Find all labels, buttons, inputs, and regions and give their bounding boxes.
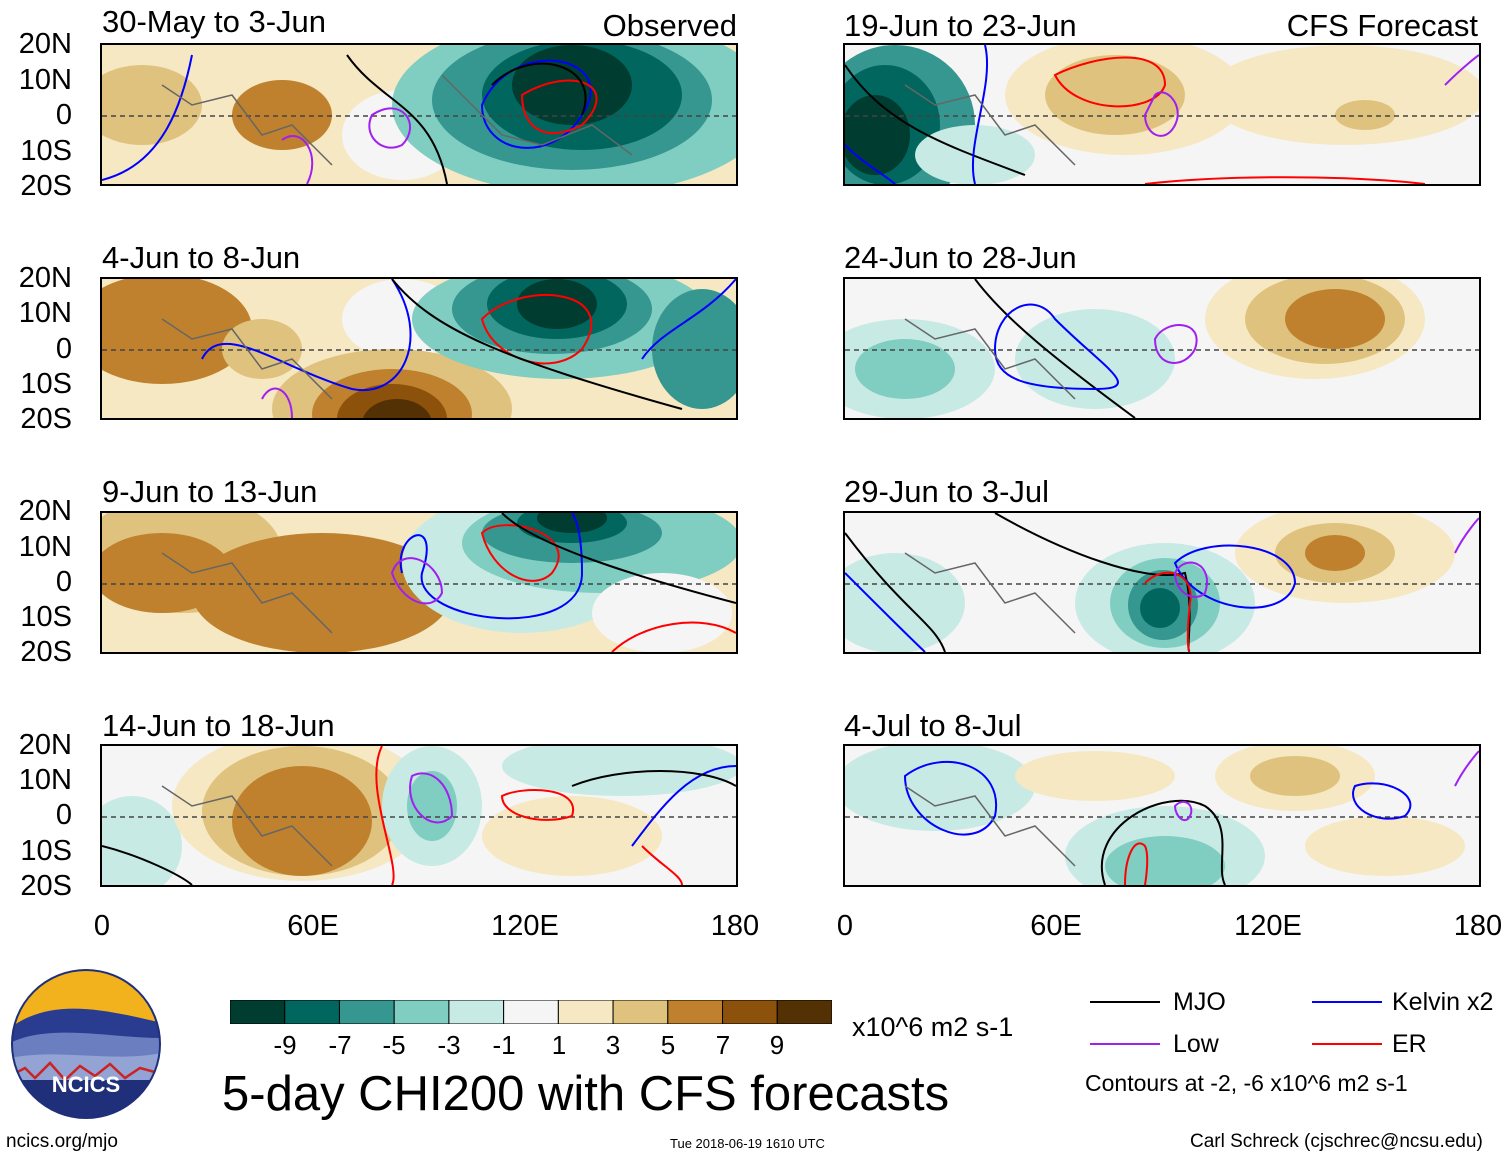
y-tick: 10S [20, 835, 72, 867]
y-tick: 20S [20, 170, 72, 202]
y-tick: 10N [18, 297, 72, 329]
map-panel-8 [843, 744, 1481, 887]
colorbar-swatch [393, 999, 450, 1025]
observed-label: Observed [602, 8, 737, 43]
colorbar [229, 999, 833, 1025]
footer-timestamp: Tue 2018-06-19 1610 UTC [670, 1136, 825, 1151]
y-tick: 10S [20, 135, 72, 167]
y-tick: 10N [18, 64, 72, 96]
main-title: 5-day CHI200 with CFS forecasts [222, 1067, 950, 1121]
y-tick: 20N [18, 729, 72, 761]
logo-text: NCICS [52, 1072, 120, 1097]
legend-label-low: Low [1173, 1030, 1219, 1058]
colorbar-swatch [776, 999, 833, 1025]
legend-label-kelvin: Kelvin x2 [1392, 988, 1494, 1016]
colorbar-label: 7 [715, 1030, 731, 1060]
colorbar-swatch [612, 999, 669, 1025]
x-tick: 60E [1030, 910, 1082, 942]
y-tick: 10N [18, 531, 72, 563]
colorbar-label: 9 [769, 1030, 785, 1060]
panel-title-5: 19-Jun to 23-Jun [844, 8, 1077, 43]
x-tick: 0 [93, 910, 111, 942]
colorbar-label: -3 [437, 1030, 461, 1060]
y-tick: 0 [55, 566, 72, 598]
x-tick: 120E [1234, 910, 1302, 942]
y-tick: 20N [18, 28, 72, 60]
x-tick: 120E [491, 910, 559, 942]
y-tick: 20S [20, 636, 72, 668]
panel-title-4: 14-Jun to 18-Jun [102, 708, 335, 743]
panel-title-7: 29-Jun to 3-Jul [844, 474, 1050, 509]
y-tick: 10S [20, 601, 72, 633]
colorbar-swatch [229, 999, 286, 1025]
y-tick: 20S [20, 403, 72, 435]
colorbar-swatch [284, 999, 340, 1025]
colorbar-swatch [557, 999, 614, 1025]
legend-line-mjo [1090, 1001, 1160, 1003]
colorbar-label: -9 [273, 1030, 297, 1060]
y-tick: 10S [20, 368, 72, 400]
legend-line-low [1090, 1043, 1160, 1045]
map-panel-5 [843, 43, 1481, 186]
units-label: x10^6 m2 s-1 [852, 1012, 1014, 1042]
y-tick: 20N [18, 262, 72, 294]
colorbar-swatch [722, 999, 778, 1025]
footer-url: ncics.org/mjo [6, 1131, 118, 1152]
x-tick: 0 [836, 910, 854, 942]
colorbar-label: 1 [551, 1030, 567, 1060]
y-tick: 0 [55, 799, 72, 831]
y-tick: 10N [18, 764, 72, 796]
colorbar-swatch [338, 999, 395, 1025]
colorbar-label: -1 [492, 1030, 516, 1060]
forecast-label: CFS Forecast [1286, 8, 1478, 43]
x-tick: 60E [287, 910, 339, 942]
y-tick: 20S [20, 870, 72, 902]
y-tick: 0 [55, 99, 72, 131]
colorbar-swatch [448, 999, 505, 1025]
map-panel-4 [100, 744, 738, 887]
map-panel-7 [843, 511, 1481, 654]
legend-label-mjo: MJO [1173, 988, 1226, 1016]
colorbar-label: 5 [660, 1030, 676, 1060]
y-tick: 20N [18, 495, 72, 527]
map-panel-6 [843, 277, 1481, 420]
x-tick: 180 [710, 910, 760, 942]
panel-title-6: 24-Jun to 28-Jun [844, 240, 1077, 275]
contour-note: Contours at -2, -6 x10^6 m2 s-1 [1085, 1070, 1408, 1096]
panel-title-3: 9-Jun to 13-Jun [102, 474, 318, 509]
panel-title-1: 30-May to 3-Jun [102, 4, 326, 39]
colorbar-label: -7 [328, 1030, 352, 1060]
x-tick: 180 [1453, 910, 1503, 942]
map-panel-3 [100, 511, 738, 654]
panel-title-2: 4-Jun to 8-Jun [102, 240, 301, 275]
colorbar-swatch [503, 999, 559, 1025]
panel-title-8: 4-Jul to 8-Jul [844, 708, 1022, 743]
ncics-logo: NCICS [10, 968, 162, 1120]
colorbar-swatch [667, 999, 724, 1025]
y-tick: 0 [55, 333, 72, 365]
footer-author: Carl Schreck (cjschrec@ncsu.edu) [1190, 1131, 1483, 1152]
legend-label-er: ER [1392, 1030, 1427, 1058]
colorbar-label: 3 [605, 1030, 621, 1060]
colorbar-label: -5 [382, 1030, 406, 1060]
map-panel-1 [100, 43, 738, 186]
legend-line-kelvin [1312, 1001, 1382, 1003]
legend-line-er [1312, 1043, 1382, 1045]
map-panel-2 [100, 277, 738, 420]
